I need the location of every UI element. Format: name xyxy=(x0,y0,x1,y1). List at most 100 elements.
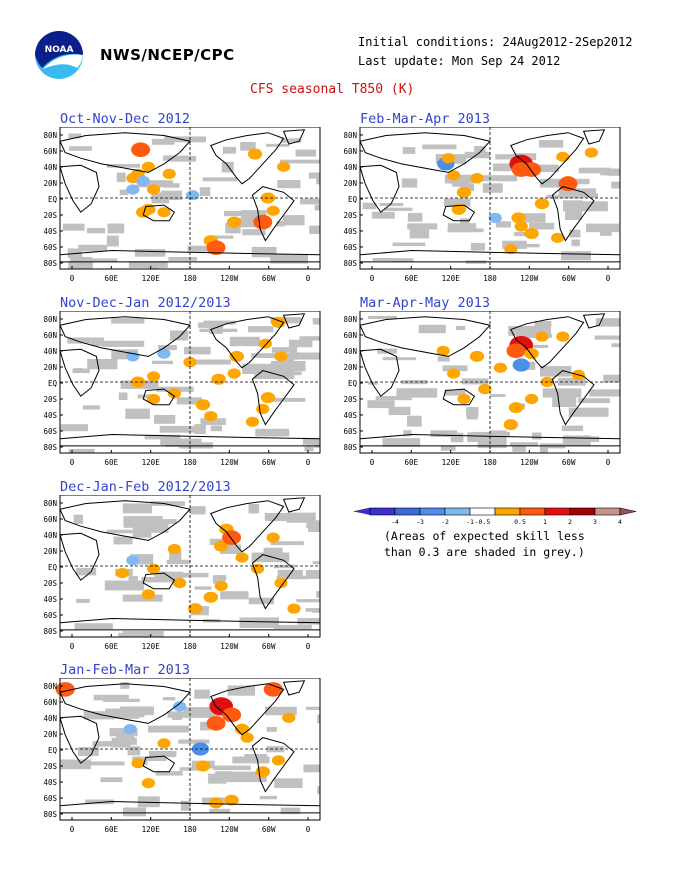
lat-label: 80N xyxy=(43,131,57,140)
low-skill-patch xyxy=(447,223,477,233)
panel-title-ond: Oct-Nov-Dec 2012 xyxy=(60,111,191,127)
low-skill-patch xyxy=(113,536,133,545)
low-skill-patch xyxy=(111,318,145,324)
low-skill-patch xyxy=(388,406,411,416)
legend-bin xyxy=(569,507,596,516)
map-panel-mam: 80N 60N 40N 20N EQ 20S 40S 60S 80S 0 60E 120E 180 120… xyxy=(343,311,621,467)
anomaly-layer xyxy=(436,331,585,431)
legend-bin xyxy=(519,507,546,516)
low-skill-patch xyxy=(144,434,181,440)
anomaly-patch xyxy=(524,228,539,239)
low-skill-patch xyxy=(295,149,317,157)
low-skill-patch xyxy=(213,765,251,771)
lat-label: EQ xyxy=(48,379,58,388)
panel-title-jfm: Jan-Feb-Mar 2013 xyxy=(60,662,191,678)
low-skill-patch xyxy=(149,751,177,757)
low-skill-patch xyxy=(367,400,395,409)
low-skill-patch xyxy=(407,212,423,222)
low-skill-patch xyxy=(422,144,457,150)
low-skill-patch xyxy=(573,178,590,185)
coastline xyxy=(359,132,491,173)
low-skill-patch xyxy=(526,361,536,370)
low-skill-patch xyxy=(68,133,82,139)
coastline xyxy=(142,388,176,406)
low-skill-patch xyxy=(109,728,138,737)
low-skill-patch xyxy=(611,181,620,189)
anomaly-patch xyxy=(173,701,187,712)
lat-label: 40S xyxy=(43,595,57,604)
lat-label: 20S xyxy=(43,579,57,588)
low-skill-patch xyxy=(288,339,313,348)
low-skill-patch xyxy=(271,347,298,353)
low-skill-patch xyxy=(574,201,608,212)
low-skill-patch xyxy=(297,618,320,625)
lon-label: 0 xyxy=(370,274,375,283)
lon-label: 180 xyxy=(483,458,497,467)
lon-label: 0 xyxy=(306,274,311,283)
low-skill-patch xyxy=(462,378,489,385)
lon-label: 60E xyxy=(105,274,119,283)
legend-tick-label: -0.5 xyxy=(475,518,491,526)
color-legend: -4 -3 -2 -1 -0.5 0.5 1 2 3 4 xyxy=(353,507,637,526)
legend-tick-label: 1 xyxy=(543,518,547,526)
anomaly-patch xyxy=(211,373,226,385)
low-skill-patch xyxy=(240,142,256,151)
low-skill-patch xyxy=(477,438,507,449)
low-skill-patch xyxy=(187,245,212,252)
map-panel-jfm: 80N 60N 40N 20N EQ 20S 40S 60S 80S 0 60E 120E 180 120… xyxy=(43,678,321,834)
low-skill-patch xyxy=(576,436,600,442)
lat-label: 40N xyxy=(343,163,357,172)
panel-title-fma: Feb-Mar-Apr 2013 xyxy=(360,111,491,127)
panel-title-djf: Dec-Jan-Feb 2012/2013 xyxy=(60,479,231,495)
low-skill-patch xyxy=(531,325,551,334)
lon-label: 120E xyxy=(142,825,161,834)
anomaly-patch xyxy=(147,184,161,195)
low-skill-patch xyxy=(266,727,277,732)
low-skill-patch xyxy=(220,591,249,600)
lon-label: 120E xyxy=(142,274,161,283)
low-skill-patch xyxy=(118,392,128,400)
low-skill-patch xyxy=(123,516,163,526)
lat-label: 20S xyxy=(43,211,57,220)
low-skill-patch xyxy=(302,437,320,445)
low-skill-patch xyxy=(92,741,121,747)
lon-label: 120E xyxy=(442,458,461,467)
map-plot xyxy=(359,127,621,270)
map-plot xyxy=(59,311,321,454)
low-skill-patch xyxy=(150,501,185,506)
coastline xyxy=(59,715,100,764)
low-skill-patch xyxy=(128,576,138,581)
anomaly-patch xyxy=(266,205,280,216)
lon-label: 60E xyxy=(105,642,119,651)
low-skill-patch xyxy=(78,747,99,756)
anomaly-patch xyxy=(204,411,218,422)
coastline xyxy=(282,129,306,145)
anomaly-patch xyxy=(227,368,241,379)
low-skill-patch xyxy=(170,330,189,341)
lat-label: 80N xyxy=(43,315,57,324)
lat-label: 20N xyxy=(343,179,357,188)
lon-label: 120E xyxy=(142,458,161,467)
legend-tick-label: -2 xyxy=(441,518,449,526)
coastlines xyxy=(59,313,321,447)
skill-note-line2: than 0.3 are shaded in grey.) xyxy=(384,545,585,559)
coastline xyxy=(210,132,285,185)
lon-label: 60E xyxy=(105,825,119,834)
low-skill-patch xyxy=(529,222,555,230)
coastline xyxy=(359,164,400,213)
low-skill-patch xyxy=(508,326,539,336)
lat-label: 20S xyxy=(343,211,357,220)
low-skill-patch xyxy=(280,159,320,164)
low-skill-patch xyxy=(277,180,301,189)
low-skill-patch xyxy=(106,235,119,247)
low-skill-patch xyxy=(490,394,506,397)
low-skill-patch xyxy=(251,353,292,358)
anomaly-patch xyxy=(488,212,502,223)
low-skill-patch xyxy=(392,242,426,247)
low-skill-patch xyxy=(119,189,129,196)
low-skill-patch xyxy=(375,396,412,401)
low-skill-patch xyxy=(151,360,173,365)
lat-label: 60N xyxy=(343,147,357,156)
lat-label: 80S xyxy=(43,627,57,636)
lat-label: 40S xyxy=(43,227,57,236)
